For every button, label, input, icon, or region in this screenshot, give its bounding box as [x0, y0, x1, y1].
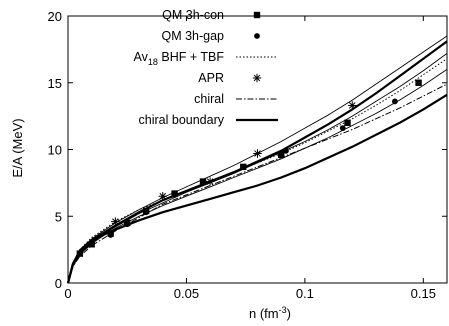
x-tick-label: 0.1	[296, 286, 314, 301]
x-tick-label: 0.05	[174, 286, 199, 301]
curve-chiral	[67, 83, 448, 284]
legend-sample-apr	[252, 73, 262, 83]
legend-label-qm-3h-con: QM 3h-con	[162, 8, 224, 22]
legend-label-apr: APR	[198, 71, 224, 85]
y-tick-label: 20	[48, 9, 62, 24]
y-tick-label: 10	[48, 143, 62, 158]
asterisk-stroke	[112, 218, 119, 225]
ticks-layer: 0 0.05 0.1 0.15 0 5 10 15 20	[48, 9, 447, 301]
point-apr	[348, 101, 357, 110]
point-qm-3h-con	[415, 79, 422, 86]
point-qm-3h-gap	[200, 179, 206, 186]
legend-label-qm-3h-gap: QM 3h-gap	[161, 29, 224, 43]
y-tick-label: 0	[55, 276, 62, 291]
x-axis-label-close: )	[287, 306, 291, 321]
legend: QM 3h-con QM 3h-gap Av18 BHF + TBF APR c…	[134, 8, 278, 127]
point-qm-3h-gap	[339, 125, 346, 132]
point-qm-3h-gap	[283, 147, 289, 154]
legend-sample-qm-3h-gap	[254, 33, 260, 39]
point-qm-3h-gap	[240, 163, 247, 170]
curve-chiral-boundary	[66, 93, 448, 284]
legend-label-av18-bhf-tbf: Av18 BHF + TBF	[134, 50, 225, 67]
legend-sample-qm-3h-con	[253, 11, 261, 19]
asterisk-stroke	[159, 192, 167, 200]
legend-label-chiral-boundary: chiral boundary	[139, 113, 225, 127]
asterisk-stroke	[206, 178, 214, 185]
point-qm-3h-gap	[107, 232, 114, 238]
y-tick-label: 15	[48, 76, 62, 91]
x-tick-label: 0.15	[411, 286, 436, 301]
y-axis-label: E/A (MeV)	[10, 118, 25, 177]
asterisk-stroke	[253, 74, 261, 82]
point-apr	[158, 192, 167, 201]
x-tick-label: 0	[64, 286, 71, 301]
point-qm-3h-gap	[143, 209, 150, 216]
point-qm-3h-gap	[76, 250, 83, 257]
curves-layer	[66, 35, 448, 284]
markers-layer	[76, 79, 422, 257]
legend-label-av18-rest: BHF + TBF	[158, 50, 224, 64]
curve-unlabeled-6	[66, 40, 448, 284]
point-qm-3h-gap	[391, 98, 398, 105]
point-qm-3h-gap	[124, 221, 131, 228]
asterisk-stroke	[348, 102, 356, 109]
x-axis-label-superscript: -3	[279, 305, 287, 315]
point-qm-3h-gap	[88, 241, 95, 248]
y-tick-label: 5	[55, 209, 62, 224]
x-axis-label-main: n (fm	[249, 306, 279, 321]
point-apr	[205, 177, 215, 186]
point-qm-3h-con	[344, 119, 351, 126]
legend-label-av18-subscript: 18	[148, 57, 158, 67]
legend-label-av18-main: Av	[134, 50, 149, 64]
x-axis-label: n (fm-3)	[249, 305, 291, 321]
asterisk-stroke	[254, 150, 261, 157]
legend-label-chiral: chiral	[194, 92, 224, 106]
curve-unlabeled-7	[67, 35, 448, 284]
point-apr	[111, 217, 120, 226]
curve-av18-bhf-tbf	[67, 58, 448, 284]
curve-unlabeled-8	[67, 69, 448, 284]
legend-samples	[236, 11, 278, 122]
point-apr	[253, 149, 262, 158]
point-qm-3h-gap	[171, 191, 178, 198]
point-qm-3h-con	[277, 151, 285, 159]
